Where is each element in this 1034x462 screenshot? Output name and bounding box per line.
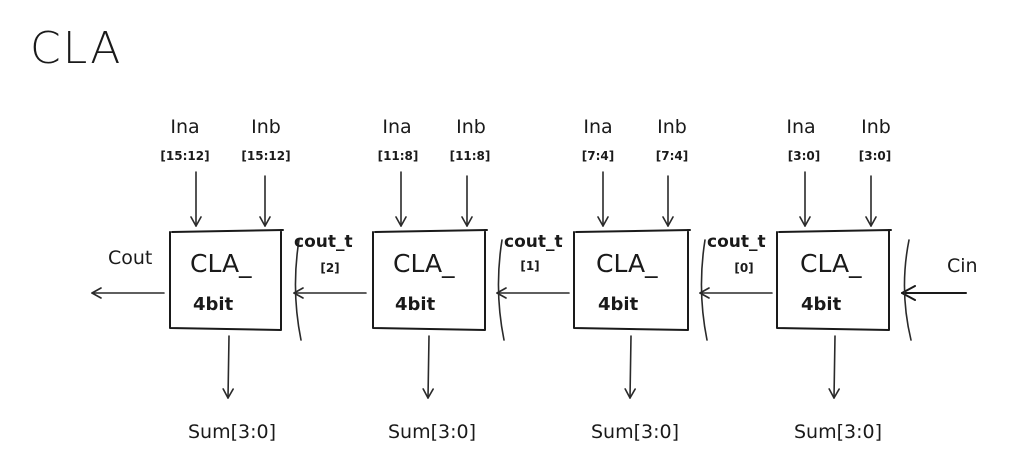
- sum-arrow: [828, 335, 840, 399]
- carry-1-label: cout_t: [504, 232, 563, 252]
- cla-box: [372, 229, 488, 331]
- input-b-label: Inb: [251, 116, 281, 138]
- input-a-label: Ina: [382, 116, 411, 138]
- input-b-label: Inb: [657, 116, 687, 138]
- block-name-bottom: 4bit: [193, 294, 234, 315]
- carry-1-index: [1]: [520, 259, 539, 273]
- input-a-label: Ina: [786, 116, 815, 138]
- input-b-range: [3:0]: [859, 149, 891, 163]
- carry-2-label: cout_t: [294, 232, 353, 252]
- block-name-bottom: 4bit: [395, 294, 436, 315]
- sum-label: Sum[3:0]: [591, 421, 679, 443]
- carry-0-bracket: [700, 239, 708, 341]
- input-b-range: [11:8]: [450, 149, 491, 163]
- block-name-top: CLA_: [596, 249, 658, 278]
- block-name-bottom: 4bit: [801, 294, 842, 315]
- sum-label: Sum[3:0]: [388, 421, 476, 443]
- sum-arrow: [222, 335, 234, 399]
- sum-arrow: [422, 335, 434, 399]
- carry-2-index: [2]: [320, 261, 339, 275]
- input-b-range: [15:12]: [241, 149, 290, 163]
- cla-block-7-4: Ina [7:4] Inb [7:4] CLA_ 4bit Sum[3:0]: [573, 116, 691, 443]
- block-name-bottom: 4bit: [598, 294, 639, 315]
- sum-label: Sum[3:0]: [794, 421, 882, 443]
- cla-box: [573, 229, 691, 331]
- cin-bracket: [903, 239, 912, 341]
- input-a-range: [3:0]: [788, 149, 820, 163]
- sum-arrow: [624, 335, 636, 399]
- sum-label: Sum[3:0]: [188, 421, 276, 443]
- input-a-range: [7:4]: [582, 149, 614, 163]
- carry-2-bracket: [294, 239, 302, 341]
- cin-label: Cin: [947, 255, 978, 277]
- carry-0-index: [0]: [734, 261, 753, 275]
- cla-block-3-0: Ina [3:0] Inb [3:0] CLA_ 4bit Sum[3:0]: [776, 116, 892, 443]
- input-a-range: [11:8]: [378, 149, 419, 163]
- block-name-top: CLA_: [800, 249, 862, 278]
- input-b-label: Inb: [861, 116, 891, 138]
- cout-label: Cout: [108, 247, 152, 269]
- cla-block-11-8: Ina [11:8] Inb [11:8] CLA_ 4bit Sum[3:0]: [372, 116, 491, 443]
- cla-box: [169, 229, 284, 331]
- block-name-top: CLA_: [190, 249, 252, 278]
- cla-box: [776, 229, 892, 331]
- diagram-title: CLA: [30, 23, 122, 74]
- cla-block-15-12: Ina [15:12] Inb [15:12] CLA_ 4bit Sum[3:…: [160, 116, 290, 443]
- input-a-label: Ina: [583, 116, 612, 138]
- input-b-range: [7:4]: [656, 149, 688, 163]
- input-b-label: Inb: [456, 116, 486, 138]
- input-a-label: Ina: [170, 116, 199, 138]
- block-name-top: CLA_: [393, 249, 455, 278]
- carry-0-label: cout_t: [707, 232, 766, 252]
- input-a-range: [15:12]: [160, 149, 209, 163]
- carry-1-bracket: [497, 239, 505, 341]
